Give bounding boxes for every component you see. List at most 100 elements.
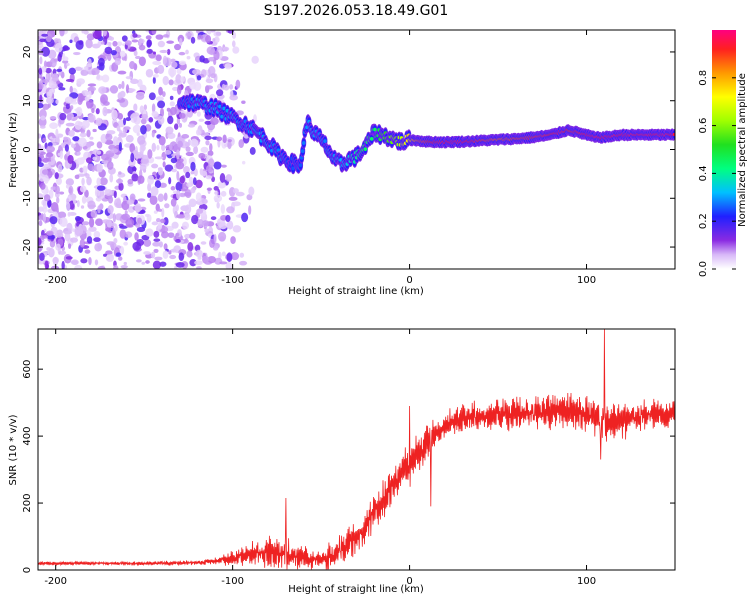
noise-speck <box>152 241 161 247</box>
noise-speck <box>54 172 59 180</box>
noise-speck <box>158 86 163 96</box>
noise-speck <box>162 250 169 259</box>
noise-speck <box>227 139 232 143</box>
noise-speck <box>109 85 119 94</box>
noise-speck <box>145 213 150 218</box>
noise-speck <box>76 157 85 165</box>
noise-speck <box>74 174 80 180</box>
noise-speck <box>169 95 174 101</box>
noise-speck <box>225 261 233 269</box>
noise-speck <box>248 186 255 196</box>
noise-speck <box>79 185 87 193</box>
noise-speck <box>49 216 58 225</box>
noise-speck <box>83 66 89 70</box>
noise-speck <box>197 34 204 40</box>
noise-speck <box>96 163 104 173</box>
noise-speck <box>175 73 182 84</box>
noise-speck <box>214 191 219 195</box>
noise-speck <box>61 260 65 269</box>
noise-speck <box>147 149 153 159</box>
noise-speck <box>130 152 135 163</box>
noise-speck <box>140 124 147 135</box>
noise-speck <box>215 89 224 97</box>
noise-speck <box>41 66 47 73</box>
noise-speck <box>201 220 210 227</box>
noise-speck <box>105 254 115 262</box>
noise-speck <box>217 231 227 242</box>
noise-speck <box>45 96 54 105</box>
noise-speck <box>105 133 113 141</box>
noise-speck <box>196 266 202 269</box>
noise-speck <box>66 150 71 157</box>
noise-speck <box>132 241 142 251</box>
noise-speck <box>46 91 53 99</box>
noise-speck <box>209 143 213 152</box>
noise-speck <box>109 241 117 249</box>
noise-speck <box>198 152 206 159</box>
noise-speck <box>164 203 170 209</box>
noise-speck <box>251 55 259 64</box>
noise-speck <box>116 98 126 103</box>
noise-speck <box>86 129 91 138</box>
snr-x-tick-label: -100 <box>221 576 244 587</box>
noise-speck <box>118 83 122 89</box>
noise-speck <box>124 40 132 46</box>
noise-speck <box>129 193 136 202</box>
noise-speck <box>183 166 190 174</box>
noise-speck <box>68 185 74 195</box>
noise-speck <box>54 135 60 146</box>
noise-speck <box>118 171 122 175</box>
noise-speck <box>41 169 49 175</box>
noise-speck <box>38 41 44 49</box>
noise-speck <box>192 177 197 186</box>
noise-speck <box>222 134 227 144</box>
noise-speck <box>157 167 164 176</box>
snr-x-label: Height of straight line (km) <box>288 584 424 595</box>
noise-speck <box>119 50 126 58</box>
noise-speck <box>64 144 69 152</box>
noise-speck <box>191 214 199 225</box>
noise-speck <box>213 36 220 43</box>
spectrogram-noise <box>38 30 259 269</box>
noise-speck <box>59 217 68 228</box>
noise-speck <box>162 75 169 86</box>
noise-speck <box>179 175 185 184</box>
spectrogram-x-tick-label: 0 <box>406 275 412 286</box>
noise-speck <box>42 103 50 110</box>
noise-speck <box>94 243 103 252</box>
noise-speck <box>74 226 84 237</box>
noise-speck <box>107 195 114 204</box>
noise-speck <box>62 56 69 62</box>
noise-speck <box>104 139 114 145</box>
noise-speck <box>169 106 177 116</box>
noise-speck <box>156 144 160 151</box>
noise-speck <box>167 232 175 238</box>
noise-speck <box>185 171 191 179</box>
noise-speck <box>235 191 245 197</box>
noise-speck <box>153 230 160 238</box>
noise-speck <box>114 224 118 232</box>
noise-speck <box>229 84 234 90</box>
noise-speck <box>205 140 210 146</box>
noise-speck <box>55 99 59 105</box>
noise-speck <box>125 134 134 143</box>
noise-speck <box>58 87 66 91</box>
noise-speck <box>163 192 168 201</box>
noise-speck <box>176 189 181 200</box>
noise-speck <box>81 120 90 129</box>
noise-speck <box>178 252 185 261</box>
noise-speck <box>39 125 46 129</box>
noise-speck <box>219 261 228 265</box>
noise-speck <box>227 141 232 150</box>
noise-speck <box>190 187 196 194</box>
noise-speck <box>39 94 43 103</box>
chart-title: S197.2026.053.18.49.G01 <box>264 3 449 19</box>
noise-speck <box>118 132 127 138</box>
noise-speck <box>118 142 122 152</box>
noise-speck <box>183 191 191 197</box>
noise-speck <box>152 171 157 177</box>
noise-speck <box>46 145 55 153</box>
noise-speck <box>102 101 110 106</box>
spectrogram-y-tick-label: -20 <box>22 239 33 255</box>
noise-speck <box>49 116 57 120</box>
